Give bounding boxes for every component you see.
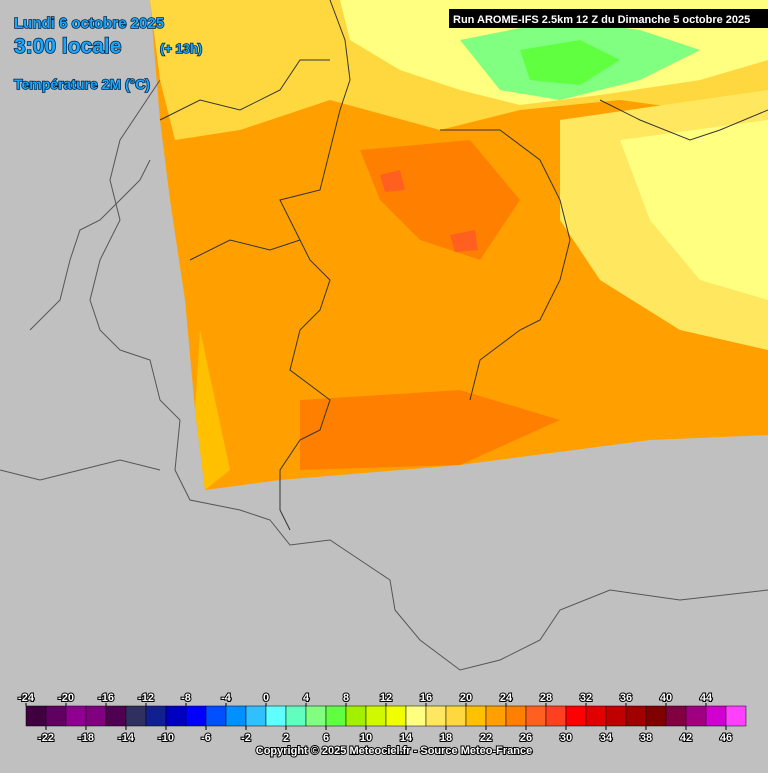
legend-label: -20 (58, 692, 74, 704)
legend-swatch (505, 705, 527, 727)
legend-swatch (705, 705, 727, 727)
legend-label: -8 (181, 692, 191, 704)
legend-label: 26 (520, 732, 532, 744)
legend-label: -10 (158, 732, 174, 744)
legend-label: 6 (323, 732, 329, 744)
legend-swatch (185, 705, 207, 727)
legend-label: -16 (98, 692, 114, 704)
legend-swatch (285, 705, 307, 727)
legend-label: 40 (660, 692, 672, 704)
legend-swatch (645, 705, 667, 727)
legend-swatch (165, 705, 187, 727)
legend-label: 24 (500, 692, 513, 704)
legend-label: -24 (18, 692, 35, 704)
legend-swatch (205, 705, 227, 727)
legend-swatch (325, 705, 347, 727)
legend-swatch (625, 705, 647, 727)
legend-swatch (465, 705, 487, 727)
local-time: 3:00 locale (14, 35, 121, 58)
legend-label: 12 (380, 692, 392, 704)
legend-label: 36 (620, 692, 632, 704)
legend-label: -12 (138, 692, 154, 704)
legend-label: -14 (118, 732, 135, 744)
run-info: Run AROME-IFS 2.5km 12 Z du Dimanche 5 o… (453, 14, 750, 26)
legend-swatch (545, 705, 567, 727)
parameter: Température 2M (°C) (14, 76, 150, 92)
legend-label: 2 (283, 732, 289, 744)
legend-swatch (525, 705, 547, 727)
legend-swatch (105, 705, 127, 727)
legend-swatch (45, 705, 67, 727)
legend-swatch (265, 705, 287, 727)
legend-swatch (25, 705, 47, 727)
legend-swatch (605, 705, 627, 727)
borders (159, 0, 768, 531)
legend-swatch (245, 705, 267, 727)
legend-label: 14 (400, 732, 413, 744)
legend-swatch (345, 705, 367, 727)
legend-label: 22 (480, 732, 492, 744)
legend-swatch (665, 705, 687, 727)
date: Lundi 6 octobre 2025 (14, 15, 164, 32)
legend-label: 28 (540, 692, 552, 704)
legend-swatch (405, 705, 427, 727)
legend-swatch (125, 705, 147, 727)
legend-label: 30 (560, 732, 572, 744)
run-box (449, 9, 768, 28)
legend-swatch (145, 705, 167, 727)
legend-label: 32 (580, 692, 592, 704)
legend-label: 8 (343, 692, 349, 704)
legend-label: 42 (680, 732, 692, 744)
coastline (0, 79, 768, 671)
lead-time: (+ 13h) (160, 41, 202, 56)
legend: -24 -20 -16 -12 -8 -4 0 4 8 12 16 20 24 28 32 36 40 44-22… (17, 691, 747, 745)
legend-label: 34 (600, 732, 613, 744)
legend-label: 10 (360, 732, 372, 744)
legend-swatch (585, 705, 607, 727)
legend-swatch (305, 705, 327, 727)
legend-swatch (85, 705, 107, 727)
legend-label: 0 (263, 692, 269, 704)
legend-swatch (565, 705, 587, 727)
legend-label: -2 (241, 732, 251, 744)
legend-swatch (225, 705, 247, 727)
legend-swatch (485, 705, 507, 727)
legend-label: -18 (78, 732, 94, 744)
legend-swatch (385, 705, 407, 727)
legend-swatch (445, 705, 467, 727)
legend-label: 46 (720, 732, 732, 744)
legend-label: 16 (420, 692, 432, 704)
legend-swatch (425, 705, 447, 727)
legend-swatch (725, 705, 747, 727)
legend-swatch (365, 705, 387, 727)
temperature-field (150, 0, 768, 490)
legend-swatch (65, 705, 87, 727)
legend-label: 20 (460, 692, 472, 704)
legend-label: 44 (700, 692, 713, 704)
legend-swatch (685, 705, 707, 727)
copyright: Copyright © 2025 Meteociel.fr - Source M… (256, 745, 532, 757)
legend-label: -22 (38, 732, 54, 744)
legend-label: -4 (221, 692, 232, 704)
legend-label: 4 (303, 692, 310, 704)
legend-label: -6 (201, 732, 211, 744)
legend-label: 18 (440, 732, 452, 744)
legend-label: 38 (640, 732, 652, 744)
